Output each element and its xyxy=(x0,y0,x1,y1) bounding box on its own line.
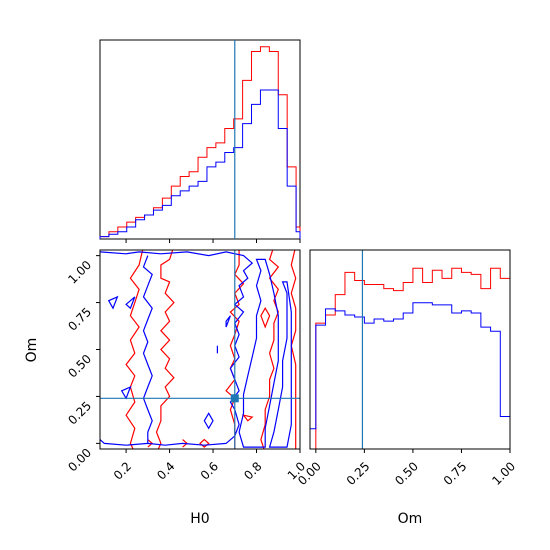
hist-om-xtick-label-4: 1.00 xyxy=(489,459,518,488)
contour-ytick-label-0: 0.00 xyxy=(65,446,94,475)
panel-hist-h0 xyxy=(99,39,301,243)
hist-om-xtick-label-1: 0.25 xyxy=(344,459,373,488)
contour-blue-blob-6 xyxy=(203,412,214,430)
contour-blue-right-mid xyxy=(238,258,279,448)
contour-blue-blob-3 xyxy=(225,315,231,328)
contour-ytick-label-4: 1.00 xyxy=(65,258,94,287)
hist-om-blue-series xyxy=(309,302,511,449)
x-axis-title-om: Om xyxy=(398,511,423,527)
hist-h0-blue-series xyxy=(99,89,301,239)
contour-xtick-label-2: 0.6 xyxy=(198,459,221,482)
contour-xtick-label-3: 0.8 xyxy=(241,459,264,482)
contour-red-blob-1 xyxy=(199,438,210,448)
hist-h0-frame xyxy=(99,39,301,240)
hist-om-red-series xyxy=(310,267,511,450)
hist-h0-red-series xyxy=(99,46,301,239)
contour-blue-blob-2 xyxy=(125,296,136,310)
contour-truth-point xyxy=(230,394,239,403)
contour-red-right-inner xyxy=(225,250,245,449)
contour-xtick-label-1: 0.4 xyxy=(154,459,177,482)
x-axis-title-h0: H0 xyxy=(190,511,209,527)
contour-blue-blob-5 xyxy=(120,385,132,400)
contour-red-right-outer xyxy=(260,250,280,449)
y-axis-title-om: Om xyxy=(24,338,40,363)
hist-om-frame xyxy=(309,249,511,450)
contour-red-blob-5 xyxy=(242,414,254,422)
contour-ytick-label-2: 0.50 xyxy=(65,352,94,381)
contour-frame xyxy=(99,249,301,450)
panel-contour-h0-om: 0.2 0.4 0.6 0.8 1.00.000.250.500.751.00 xyxy=(65,249,308,483)
contour-red-edge xyxy=(290,250,297,449)
contour-red-blob-4 xyxy=(260,307,271,329)
contour-red-left-outer xyxy=(155,250,175,449)
contour-xtick-label-0: 0.2 xyxy=(111,459,134,482)
contour-blue-left-inner xyxy=(142,255,153,444)
panel-hist-om: 0.00 0.25 0.50 0.75 1.00 xyxy=(295,249,518,488)
contour-ytick-label-3: 0.75 xyxy=(65,305,94,334)
contour-blue-right-inner xyxy=(268,281,292,448)
hist-om-xtick-label-2: 0.50 xyxy=(392,459,421,488)
contour-blue-outer xyxy=(100,251,254,446)
hist-om-xtick-label-3: 0.75 xyxy=(441,459,470,488)
contour-ytick-label-1: 0.25 xyxy=(65,399,94,428)
contour-blue-blob-1 xyxy=(107,295,119,310)
contour-red-far-left xyxy=(125,250,144,449)
